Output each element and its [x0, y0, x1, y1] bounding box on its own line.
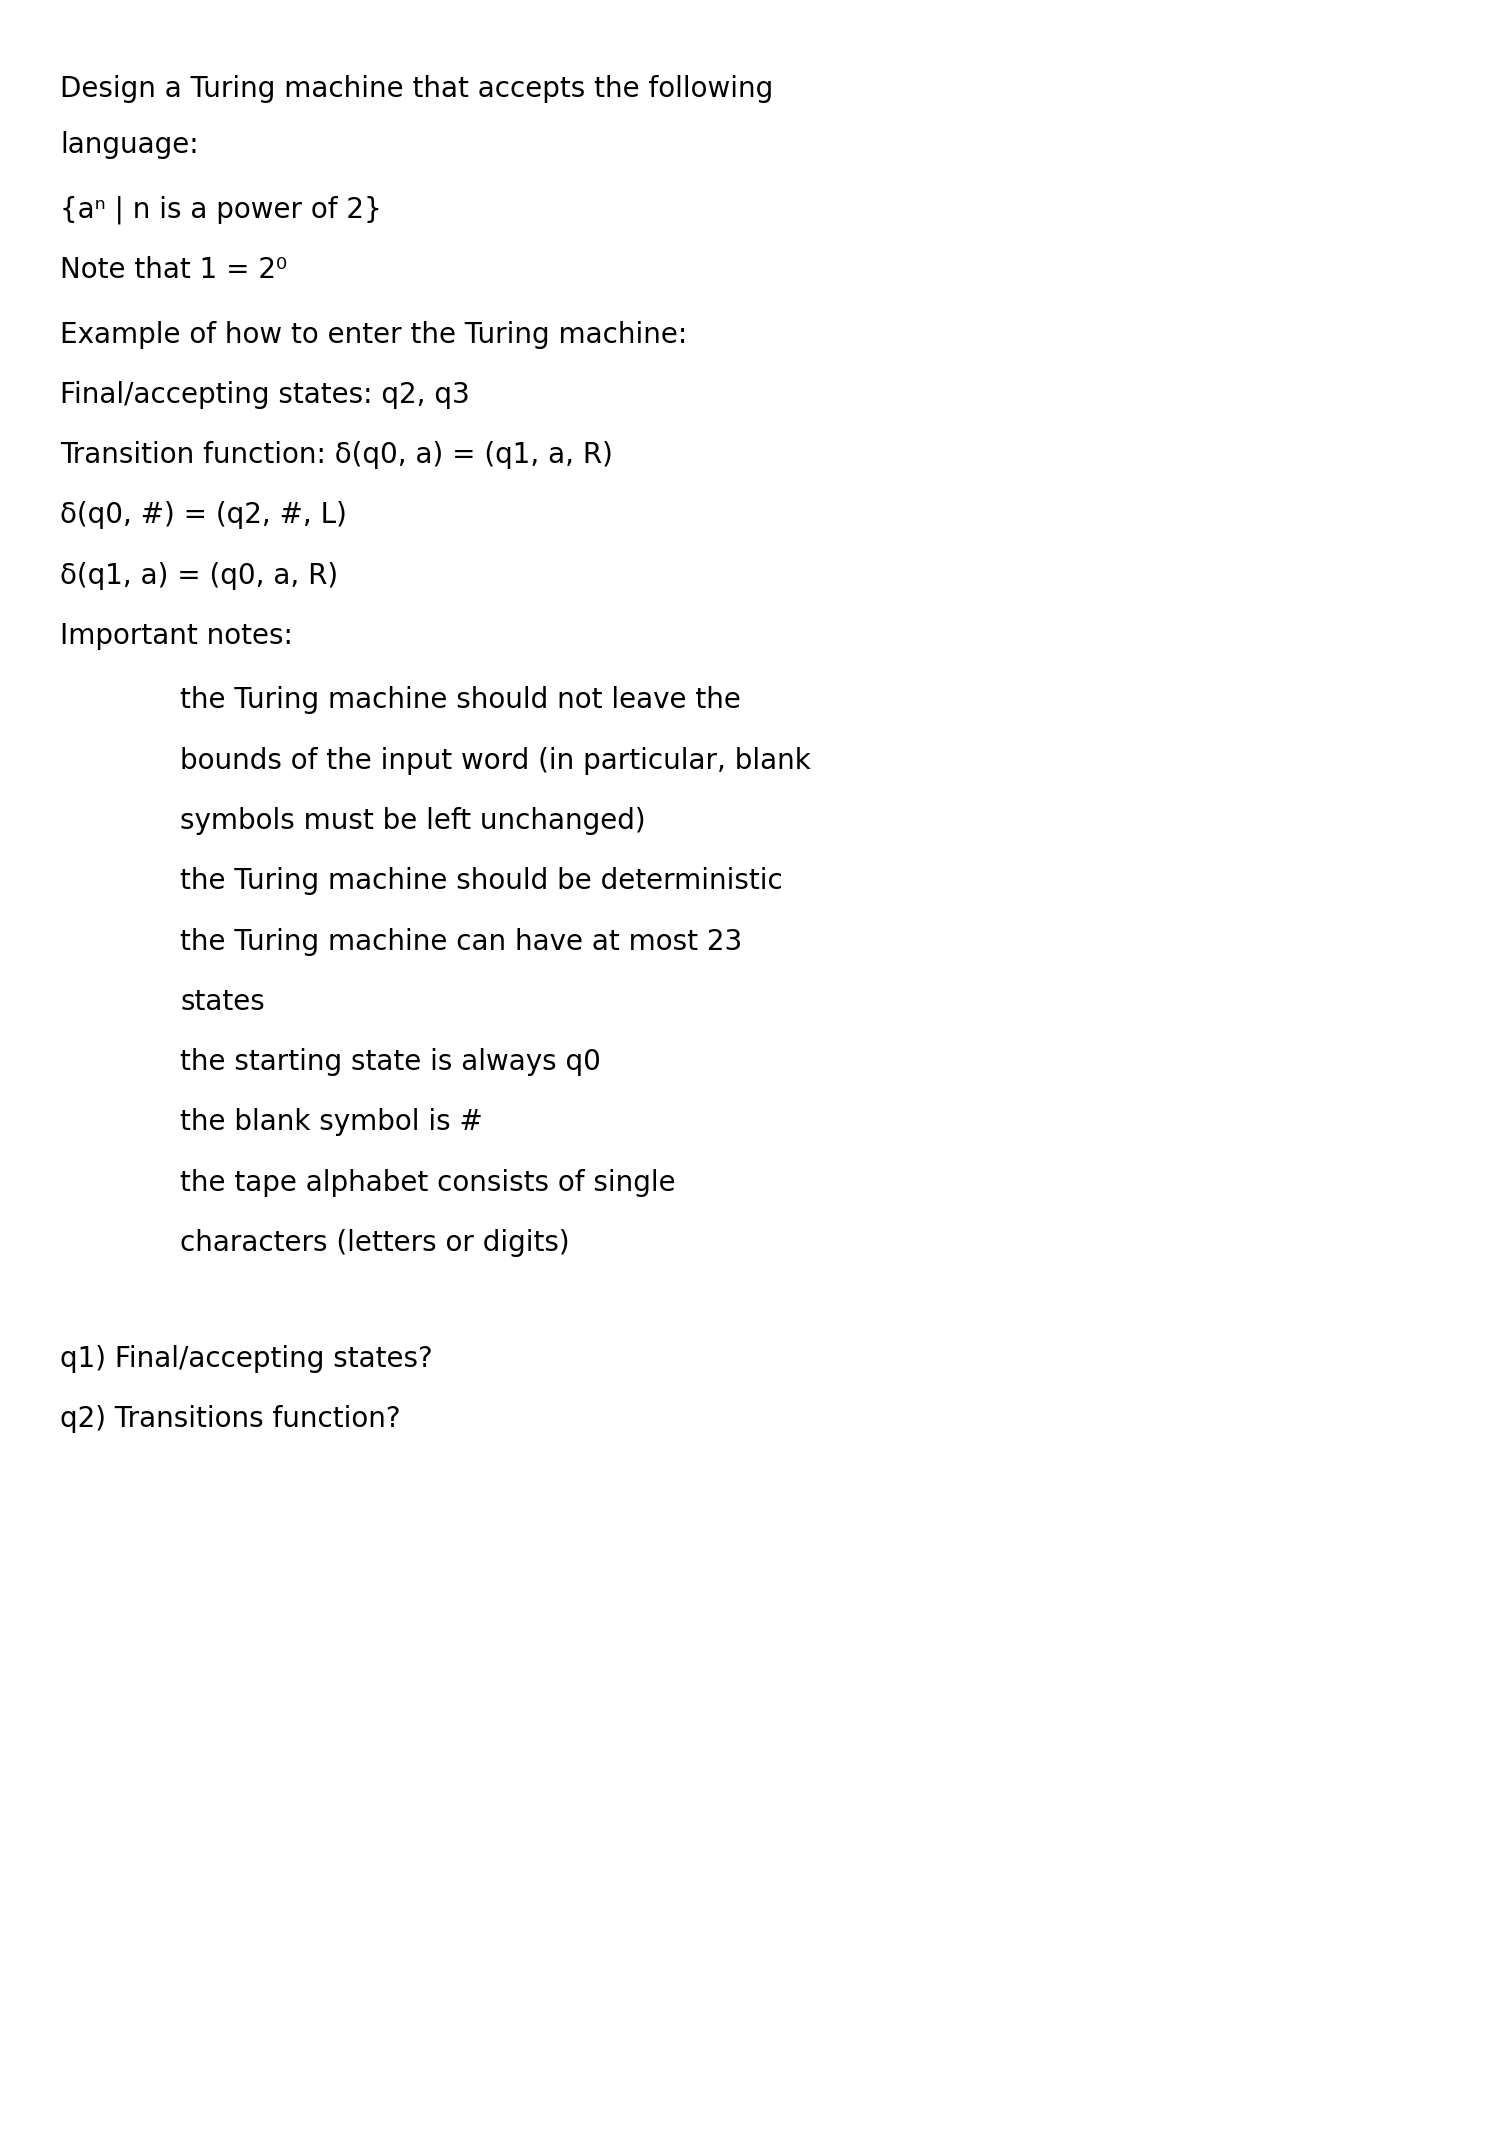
Text: q1) Final/accepting states?: q1) Final/accepting states?	[60, 1345, 432, 1373]
Text: the tape alphabet consists of single: the tape alphabet consists of single	[180, 1169, 675, 1197]
Text: δ(q0, #) = (q2, #, L): δ(q0, #) = (q2, #, L)	[60, 501, 346, 529]
Text: Important notes:: Important notes:	[60, 622, 292, 650]
Text: characters (letters or digits): characters (letters or digits)	[180, 1229, 570, 1257]
Text: states: states	[180, 988, 264, 1016]
Text: the starting state is always q0: the starting state is always q0	[180, 1048, 602, 1076]
Text: Final/accepting states: q2, q3: Final/accepting states: q2, q3	[60, 381, 470, 409]
Text: the Turing machine should not leave the: the Turing machine should not leave the	[180, 686, 741, 714]
Text: the Turing machine should be deterministic: the Turing machine should be determinist…	[180, 867, 783, 895]
Text: symbols must be left unchanged): symbols must be left unchanged)	[180, 807, 645, 835]
Text: {aⁿ | n is a power of 2}: {aⁿ | n is a power of 2}	[60, 196, 381, 224]
Text: q2) Transitions function?: q2) Transitions function?	[60, 1405, 400, 1433]
Text: Example of how to enter the Turing machine:: Example of how to enter the Turing machi…	[60, 321, 687, 349]
Text: Transition function: δ(q0, a) = (q1, a, R): Transition function: δ(q0, a) = (q1, a, …	[60, 441, 614, 469]
Text: δ(q1, a) = (q0, a, R): δ(q1, a) = (q0, a, R)	[60, 562, 338, 590]
Text: the Turing machine can have at most 23: the Turing machine can have at most 23	[180, 928, 742, 955]
Text: language:: language:	[60, 131, 198, 159]
Text: Note that 1 = 2⁰: Note that 1 = 2⁰	[60, 256, 286, 284]
Text: Design a Turing machine that accepts the following: Design a Turing machine that accepts the…	[60, 75, 774, 103]
Text: bounds of the input word (in particular, blank: bounds of the input word (in particular,…	[180, 747, 810, 775]
Text: the blank symbol is #: the blank symbol is #	[180, 1108, 483, 1136]
